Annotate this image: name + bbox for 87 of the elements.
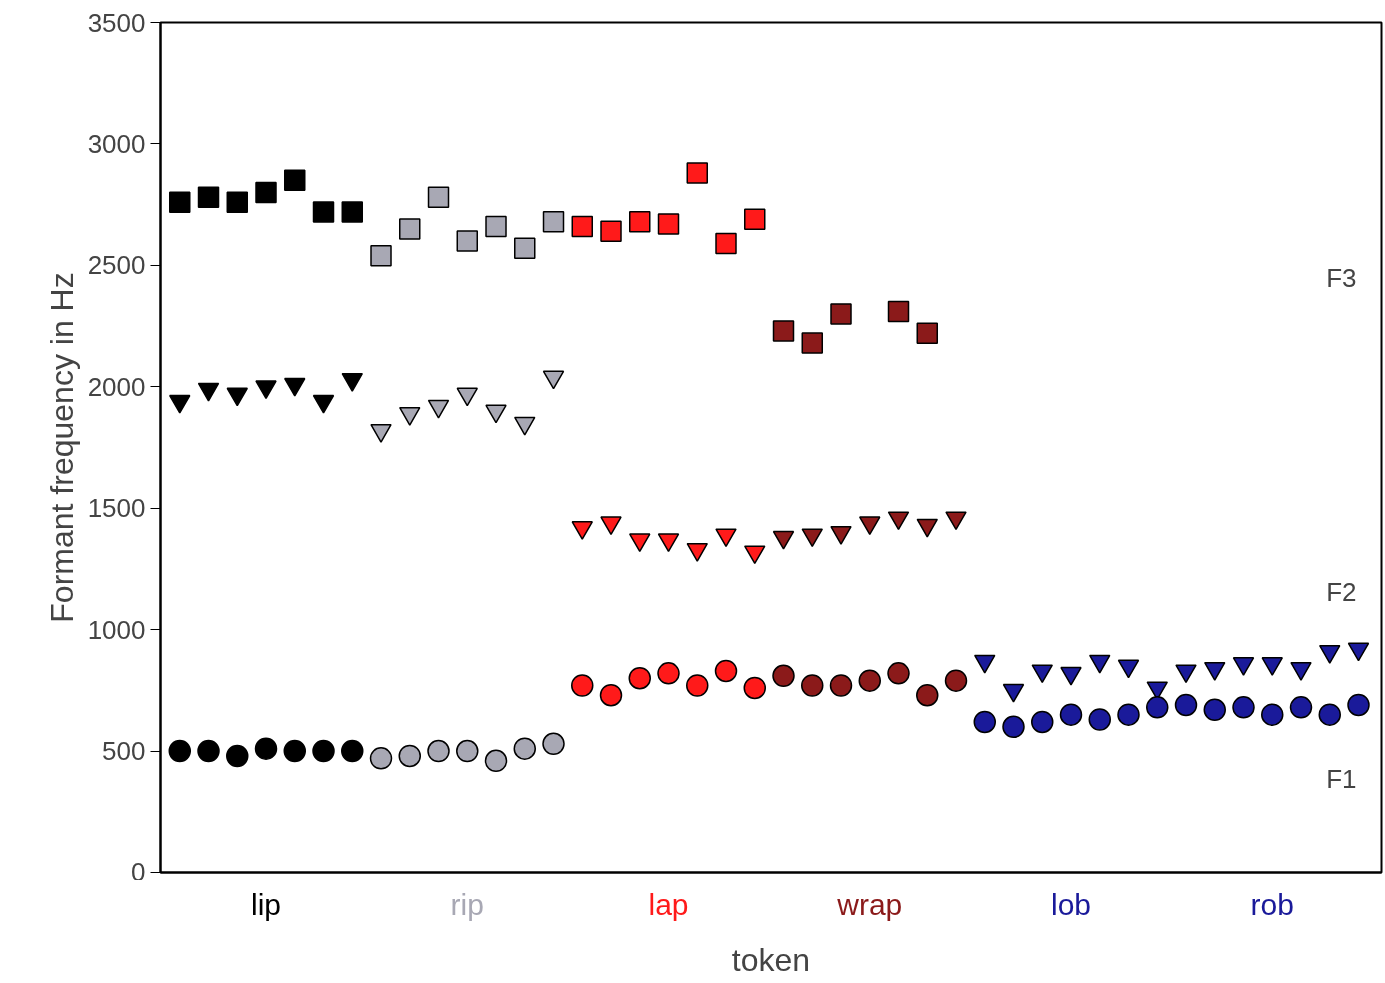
- point: [226, 744, 249, 768]
- point: [1059, 703, 1083, 726]
- x-tick-label: lap: [648, 888, 689, 922]
- point: [168, 739, 192, 763]
- x-tick-label: lob: [1050, 888, 1092, 922]
- point: [484, 749, 508, 773]
- point: [370, 244, 392, 267]
- point: [916, 322, 938, 345]
- y-tick-label: 2000: [87, 371, 146, 402]
- point: [629, 210, 651, 233]
- point: [542, 210, 565, 233]
- point: [542, 732, 565, 756]
- point: [571, 674, 594, 697]
- point: [600, 220, 622, 243]
- point: [657, 213, 680, 235]
- y-tick-label: 2500: [87, 250, 146, 281]
- y-tick-label: 1500: [87, 493, 146, 524]
- point: [312, 739, 335, 763]
- y-tick-label: 1000: [87, 614, 146, 645]
- point: [456, 230, 479, 252]
- point: [715, 232, 737, 255]
- point: [485, 215, 507, 238]
- x-tick-label: lip: [251, 888, 282, 922]
- point: [169, 191, 191, 213]
- x-tick-label: rob: [1250, 888, 1294, 922]
- y-tick-label: 3000: [87, 128, 146, 159]
- point: [1174, 693, 1198, 717]
- point: [1031, 710, 1054, 734]
- annotation: F3: [1326, 262, 1357, 293]
- point: [254, 737, 278, 760]
- point: [801, 332, 824, 354]
- point: [513, 737, 537, 760]
- point: [312, 201, 335, 223]
- point: [1289, 696, 1313, 719]
- point: [973, 710, 996, 734]
- point: [829, 674, 853, 697]
- point: [858, 669, 882, 692]
- y-tick-label: 3500: [87, 7, 146, 38]
- point: [283, 739, 307, 763]
- y-axis-title: Formant frequency in Hz: [43, 272, 80, 623]
- point: [599, 683, 623, 707]
- point: [369, 747, 393, 770]
- point: [341, 739, 364, 763]
- point: [398, 744, 422, 768]
- point: [284, 169, 306, 192]
- point: [571, 215, 594, 238]
- point: [686, 162, 709, 184]
- point: [1318, 703, 1341, 726]
- point: [226, 191, 249, 213]
- point: [744, 208, 766, 230]
- x-tick-label: rip: [450, 888, 484, 922]
- y-tick-label: 500: [102, 736, 146, 767]
- point: [341, 201, 364, 223]
- point: [772, 664, 795, 688]
- point: [830, 303, 852, 325]
- point: [772, 320, 795, 342]
- point: [628, 666, 652, 690]
- point: [801, 674, 824, 697]
- point: [743, 676, 767, 700]
- point: [1146, 696, 1169, 719]
- point: [686, 674, 709, 697]
- point: [1232, 696, 1255, 719]
- annotation: F1: [1326, 764, 1357, 794]
- point: [1261, 703, 1284, 726]
- point: [916, 683, 939, 707]
- point: [887, 662, 910, 685]
- point: [1088, 708, 1111, 731]
- point: [427, 186, 450, 209]
- point: [197, 739, 220, 763]
- x-axis-title: token: [731, 941, 811, 978]
- x-tick-label: wrap: [836, 888, 903, 922]
- point: [1347, 693, 1370, 717]
- point: [399, 218, 421, 240]
- point: [427, 739, 450, 763]
- point: [714, 659, 738, 683]
- point: [1117, 703, 1140, 726]
- point: [657, 662, 680, 685]
- annotation: F2: [1326, 577, 1357, 607]
- point: [197, 186, 220, 209]
- y-tick-label: 0: [131, 856, 146, 887]
- point: [1002, 715, 1025, 739]
- point: [456, 739, 479, 763]
- point: [255, 181, 277, 204]
- point: [1203, 698, 1226, 722]
- point: [514, 237, 536, 260]
- point: [944, 669, 968, 692]
- point: [887, 300, 910, 323]
